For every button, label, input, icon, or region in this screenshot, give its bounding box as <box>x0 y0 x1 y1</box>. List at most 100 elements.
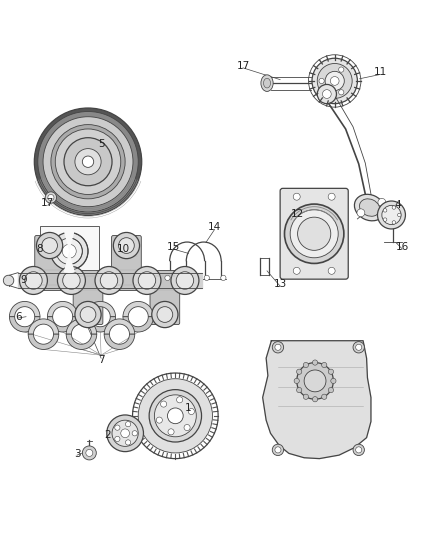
Circle shape <box>339 90 344 95</box>
Circle shape <box>119 238 134 253</box>
Circle shape <box>331 378 336 384</box>
Circle shape <box>317 84 336 103</box>
Wedge shape <box>28 319 59 334</box>
Circle shape <box>312 397 318 402</box>
Circle shape <box>4 275 14 286</box>
Circle shape <box>312 360 318 365</box>
Circle shape <box>125 440 131 445</box>
Circle shape <box>353 342 364 353</box>
Circle shape <box>392 221 396 224</box>
Circle shape <box>171 266 199 294</box>
Circle shape <box>398 213 401 217</box>
FancyBboxPatch shape <box>112 236 141 290</box>
Text: 7: 7 <box>98 356 104 365</box>
FancyBboxPatch shape <box>73 270 103 325</box>
Circle shape <box>321 394 327 399</box>
Circle shape <box>304 370 326 392</box>
FancyBboxPatch shape <box>280 188 348 279</box>
Circle shape <box>356 344 362 350</box>
Circle shape <box>156 417 162 423</box>
Circle shape <box>297 362 333 399</box>
Circle shape <box>357 209 365 217</box>
Circle shape <box>272 444 284 456</box>
Circle shape <box>154 395 196 437</box>
Circle shape <box>275 447 281 453</box>
Circle shape <box>157 306 173 322</box>
FancyBboxPatch shape <box>150 270 180 325</box>
Wedge shape <box>66 319 97 334</box>
Circle shape <box>204 275 209 280</box>
Circle shape <box>43 117 133 207</box>
Circle shape <box>149 390 201 442</box>
Circle shape <box>328 193 335 200</box>
Circle shape <box>107 415 144 451</box>
Circle shape <box>51 125 125 199</box>
Circle shape <box>48 195 54 200</box>
Circle shape <box>272 342 284 353</box>
Text: 13: 13 <box>273 279 287 289</box>
Circle shape <box>168 429 174 435</box>
Circle shape <box>383 208 387 212</box>
Circle shape <box>167 408 183 424</box>
Circle shape <box>75 149 101 175</box>
Circle shape <box>80 306 96 322</box>
Circle shape <box>188 408 194 415</box>
Wedge shape <box>64 229 75 251</box>
Circle shape <box>57 266 85 294</box>
Wedge shape <box>66 334 97 350</box>
Circle shape <box>303 394 308 399</box>
Text: 3: 3 <box>74 449 81 459</box>
Circle shape <box>132 431 138 436</box>
Circle shape <box>330 77 339 85</box>
Circle shape <box>34 108 142 215</box>
Text: 17: 17 <box>41 198 54 208</box>
Text: 16: 16 <box>396 242 409 252</box>
Wedge shape <box>10 317 40 332</box>
Circle shape <box>181 275 187 280</box>
Ellipse shape <box>261 75 273 92</box>
Circle shape <box>42 238 57 253</box>
Text: 11: 11 <box>374 67 387 77</box>
Circle shape <box>297 387 302 393</box>
Circle shape <box>45 192 57 203</box>
Circle shape <box>115 437 120 441</box>
Circle shape <box>176 272 194 289</box>
Circle shape <box>328 387 334 393</box>
Circle shape <box>382 205 401 224</box>
Circle shape <box>50 232 88 270</box>
FancyBboxPatch shape <box>39 226 99 277</box>
Wedge shape <box>47 317 78 332</box>
Circle shape <box>312 58 357 103</box>
Circle shape <box>63 272 80 289</box>
Circle shape <box>95 266 123 294</box>
Text: 2: 2 <box>104 430 111 440</box>
Circle shape <box>317 63 352 99</box>
Polygon shape <box>263 341 371 458</box>
Circle shape <box>152 302 178 328</box>
Text: 4: 4 <box>395 200 401 211</box>
Circle shape <box>285 204 344 263</box>
Circle shape <box>378 198 386 206</box>
Circle shape <box>321 362 327 368</box>
Circle shape <box>322 90 331 99</box>
Circle shape <box>177 397 183 403</box>
Circle shape <box>293 193 300 200</box>
Wedge shape <box>85 302 116 317</box>
Circle shape <box>82 156 94 167</box>
Circle shape <box>86 449 93 456</box>
Ellipse shape <box>264 78 271 88</box>
Circle shape <box>62 244 76 258</box>
Circle shape <box>392 206 396 209</box>
Circle shape <box>82 446 96 460</box>
Text: 17: 17 <box>237 61 250 71</box>
Circle shape <box>115 425 120 430</box>
Circle shape <box>133 266 161 294</box>
Circle shape <box>339 67 344 72</box>
Circle shape <box>356 447 362 453</box>
Circle shape <box>25 272 42 289</box>
Wedge shape <box>104 334 135 350</box>
Ellipse shape <box>360 199 380 216</box>
FancyBboxPatch shape <box>35 236 64 290</box>
Circle shape <box>75 302 101 328</box>
Wedge shape <box>123 302 153 317</box>
